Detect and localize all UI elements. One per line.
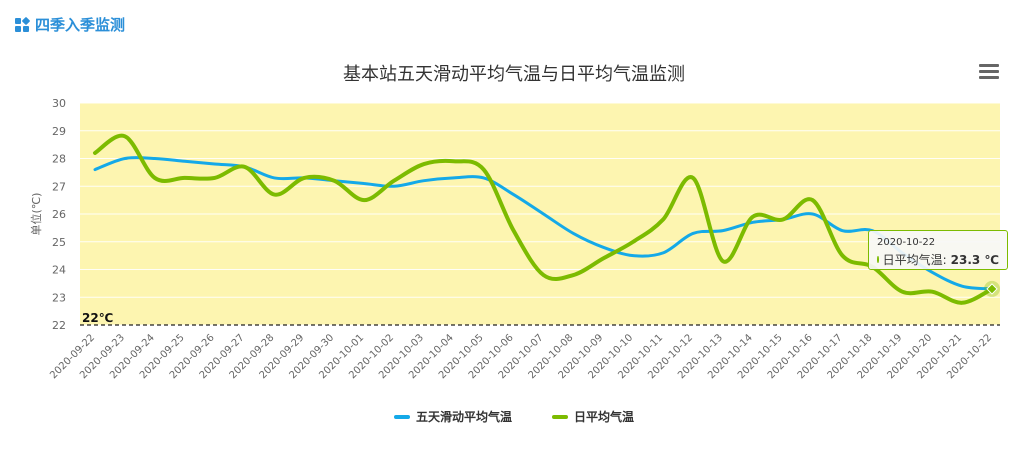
legend-label: 五天滑动平均气温 (415, 410, 512, 424)
legend-item-daily-average[interactable]: 日平均气温 (552, 408, 634, 425)
panel-title: 四季入季监测 (35, 16, 126, 34)
tooltip-series-label: 日平均气温: (882, 253, 947, 267)
grid-icon (15, 16, 30, 32)
y-tick-label: 28 (52, 153, 66, 166)
chart-tooltip: 2020-10-22 日平均气温: 23.3 ℃ (868, 230, 1008, 270)
legend-swatch (393, 414, 410, 419)
legend-item-moving-average[interactable]: 五天滑动平均气温 (393, 408, 512, 425)
y-tick-label: 23 (52, 291, 66, 304)
chart-title: 基本站五天滑动平均气温与日平均气温监测 (343, 64, 685, 85)
y-tick-label: 30 (52, 97, 66, 110)
series-line-daily-average (93, 133, 994, 305)
threshold-label: 22℃ (82, 311, 113, 325)
chart-legend: 五天滑动平均气温 日平均气温 (0, 408, 1028, 425)
y-axis-label: 单位(℃) (29, 193, 43, 236)
y-tick-label: 22 (52, 319, 66, 332)
y-tick-label: 27 (52, 180, 66, 193)
hover-marker (986, 283, 998, 295)
tooltip-series-dot (877, 256, 879, 263)
legend-label: 日平均气温 (574, 410, 635, 424)
y-tick-label: 25 (52, 236, 66, 249)
legend-swatch (552, 414, 568, 419)
y-tick-label: 26 (52, 208, 66, 221)
panel-header: 四季入季监测 (14, 14, 125, 35)
tooltip-value: 23.3 ℃ (950, 252, 999, 267)
y-tick-label: 29 (52, 125, 66, 138)
y-tick-label: 24 (52, 264, 66, 277)
tooltip-date: 2020-10-22 (877, 237, 936, 248)
hamburger-menu-icon[interactable] (979, 64, 999, 80)
